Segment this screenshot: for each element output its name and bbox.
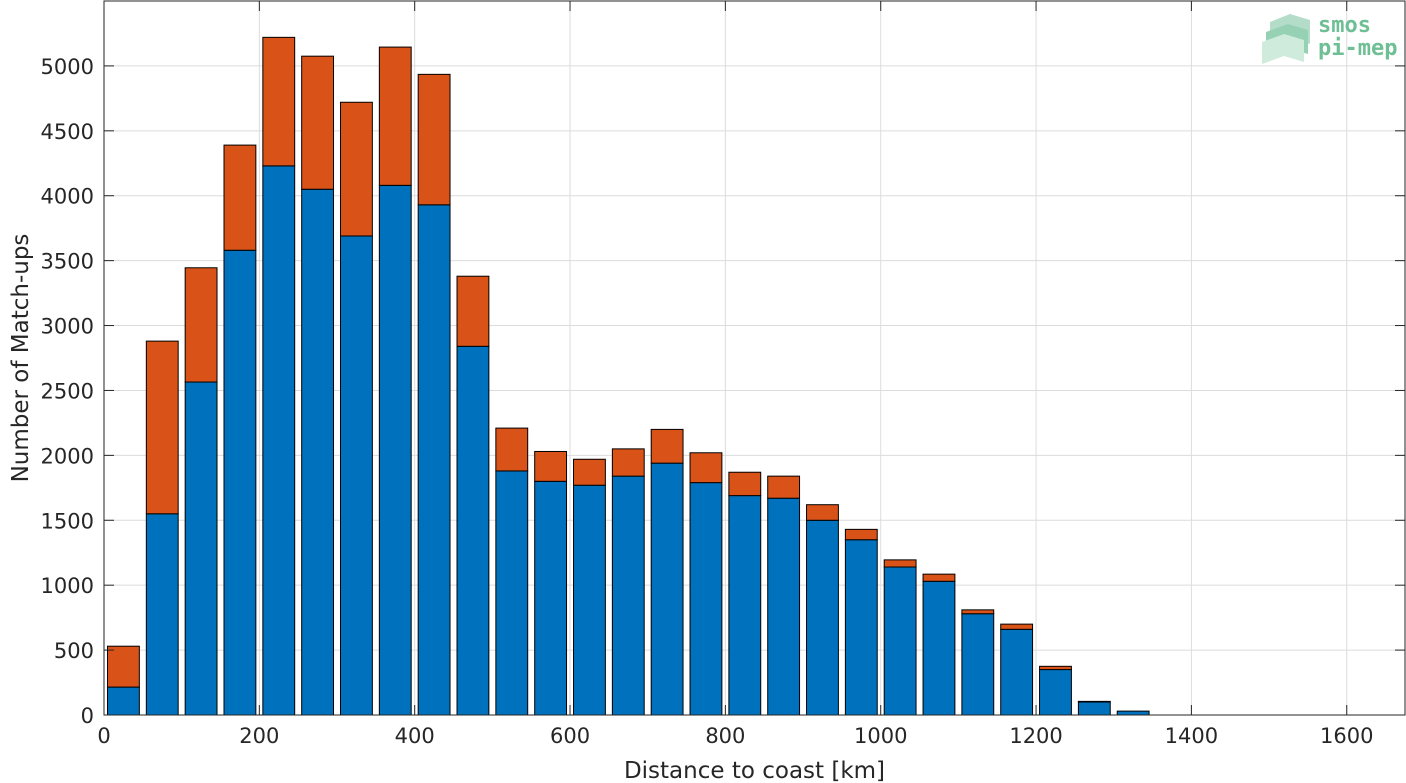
bar-segment-series-2	[495, 427, 529, 472]
smos-pimep-logo: smos pi-mep	[1262, 13, 1397, 64]
bar-segment-series-1	[340, 235, 373, 716]
bar-segment-series-1	[145, 513, 179, 716]
bar-segment-series-1	[767, 497, 801, 716]
x-tick-label: 1200	[1009, 724, 1062, 748]
x-tick-label: 200	[239, 724, 279, 748]
x-tick-label: 0	[97, 724, 110, 748]
bar-segment-series-2	[106, 645, 140, 688]
bar-segment-series-1	[806, 519, 839, 716]
bar-segment-series-1	[1077, 701, 1111, 716]
bar-segment-series-2	[340, 101, 373, 237]
bar-segment-series-2	[806, 504, 839, 521]
bar-segment-series-2	[1000, 623, 1034, 630]
x-tick-label: 1600	[1320, 724, 1373, 748]
bar-segment-series-1	[883, 566, 917, 716]
bar-segment-series-2	[262, 36, 296, 167]
bar-segment-series-1	[1116, 710, 1150, 716]
x-axis-ticks: 0 200 400 600 800 1000 1200 1400 1600	[97, 1, 1373, 748]
y-tick-label: 500	[54, 639, 94, 663]
logo-icon	[1262, 14, 1310, 64]
x-tick-label: 400	[395, 724, 435, 748]
bar-segment-series-2	[145, 340, 179, 515]
bar-segment-series-2	[184, 267, 218, 383]
bar-segment-series-2	[650, 428, 684, 464]
bar-segment-series-1	[262, 165, 296, 716]
logo-line2: pi-mep	[1318, 36, 1397, 61]
bar-segment-series-1	[184, 381, 218, 716]
bar-segment-series-1	[1000, 628, 1034, 716]
bars	[106, 36, 1150, 716]
bar-segment-series-1	[301, 188, 335, 716]
bar-segment-series-2	[573, 458, 606, 486]
y-tick-label: 2000	[41, 444, 94, 468]
bar-segment-series-2	[689, 452, 723, 484]
bar-segment-series-2	[922, 573, 956, 582]
x-tick-label: 1000	[854, 724, 907, 748]
y-tick-label: 2500	[41, 379, 94, 403]
bar-segment-series-2	[611, 448, 645, 477]
x-axis-label: Distance to coast [km]	[624, 758, 885, 783]
bar-segment-series-1	[223, 249, 257, 716]
bar-segment-series-1	[844, 539, 878, 716]
bar-segment-series-2	[728, 471, 762, 497]
bar-segment-series-2	[378, 46, 412, 186]
bar-segment-series-1	[534, 480, 568, 716]
bar-segment-series-1	[728, 495, 762, 716]
y-tick-label: 3500	[41, 250, 94, 274]
bar-segment-series-1	[689, 482, 723, 716]
y-tick-label: 5000	[41, 55, 94, 79]
bar-segment-series-2	[844, 528, 878, 541]
bar-segment-series-2	[1077, 700, 1111, 703]
bar-segment-series-2	[767, 475, 801, 499]
plot-frame	[103, 0, 1406, 716]
y-tick-label: 1500	[41, 509, 94, 533]
x-tick-label: 1400	[1165, 724, 1218, 748]
bar-segment-series-2	[961, 609, 995, 615]
bar-segment-series-1	[456, 345, 490, 716]
y-tick-label: 0	[81, 704, 94, 728]
bar-segment-series-1	[650, 462, 684, 716]
bar-segment-series-2	[534, 450, 568, 482]
bar-segment-series-1	[573, 484, 606, 716]
x-tick-label: 600	[550, 724, 590, 748]
y-tick-label: 4000	[41, 185, 94, 209]
y-tick-label: 1000	[41, 574, 94, 598]
bar-segment-series-1	[961, 613, 995, 716]
logo-line1: smos	[1318, 13, 1371, 38]
bar-segment-series-2	[1039, 665, 1072, 671]
bar-segment-series-1	[417, 204, 451, 716]
y-axis-label: Number of Match-ups	[8, 234, 34, 483]
bar-segment-series-2	[456, 275, 490, 347]
x-tick-label: 800	[705, 724, 745, 748]
bar-segment-series-1	[378, 184, 412, 716]
bar-segment-series-1	[1039, 669, 1072, 716]
bar-segment-series-2	[883, 559, 917, 568]
bar-segment-series-1	[106, 686, 140, 716]
bar-segment-series-2	[223, 144, 257, 251]
bar-segment-series-1	[495, 470, 529, 716]
bar-segment-series-1	[611, 475, 645, 716]
y-axis-ticks: 0 500 1000 1500 2000 2500 3000 3500 4000 4500 5000	[41, 55, 1405, 728]
bar-segment-series-2	[417, 73, 451, 206]
y-tick-label: 3000	[41, 315, 94, 339]
y-tick-label: 4500	[41, 120, 94, 144]
bar-segment-series-2	[301, 55, 335, 190]
bar-segment-series-1	[922, 580, 956, 716]
